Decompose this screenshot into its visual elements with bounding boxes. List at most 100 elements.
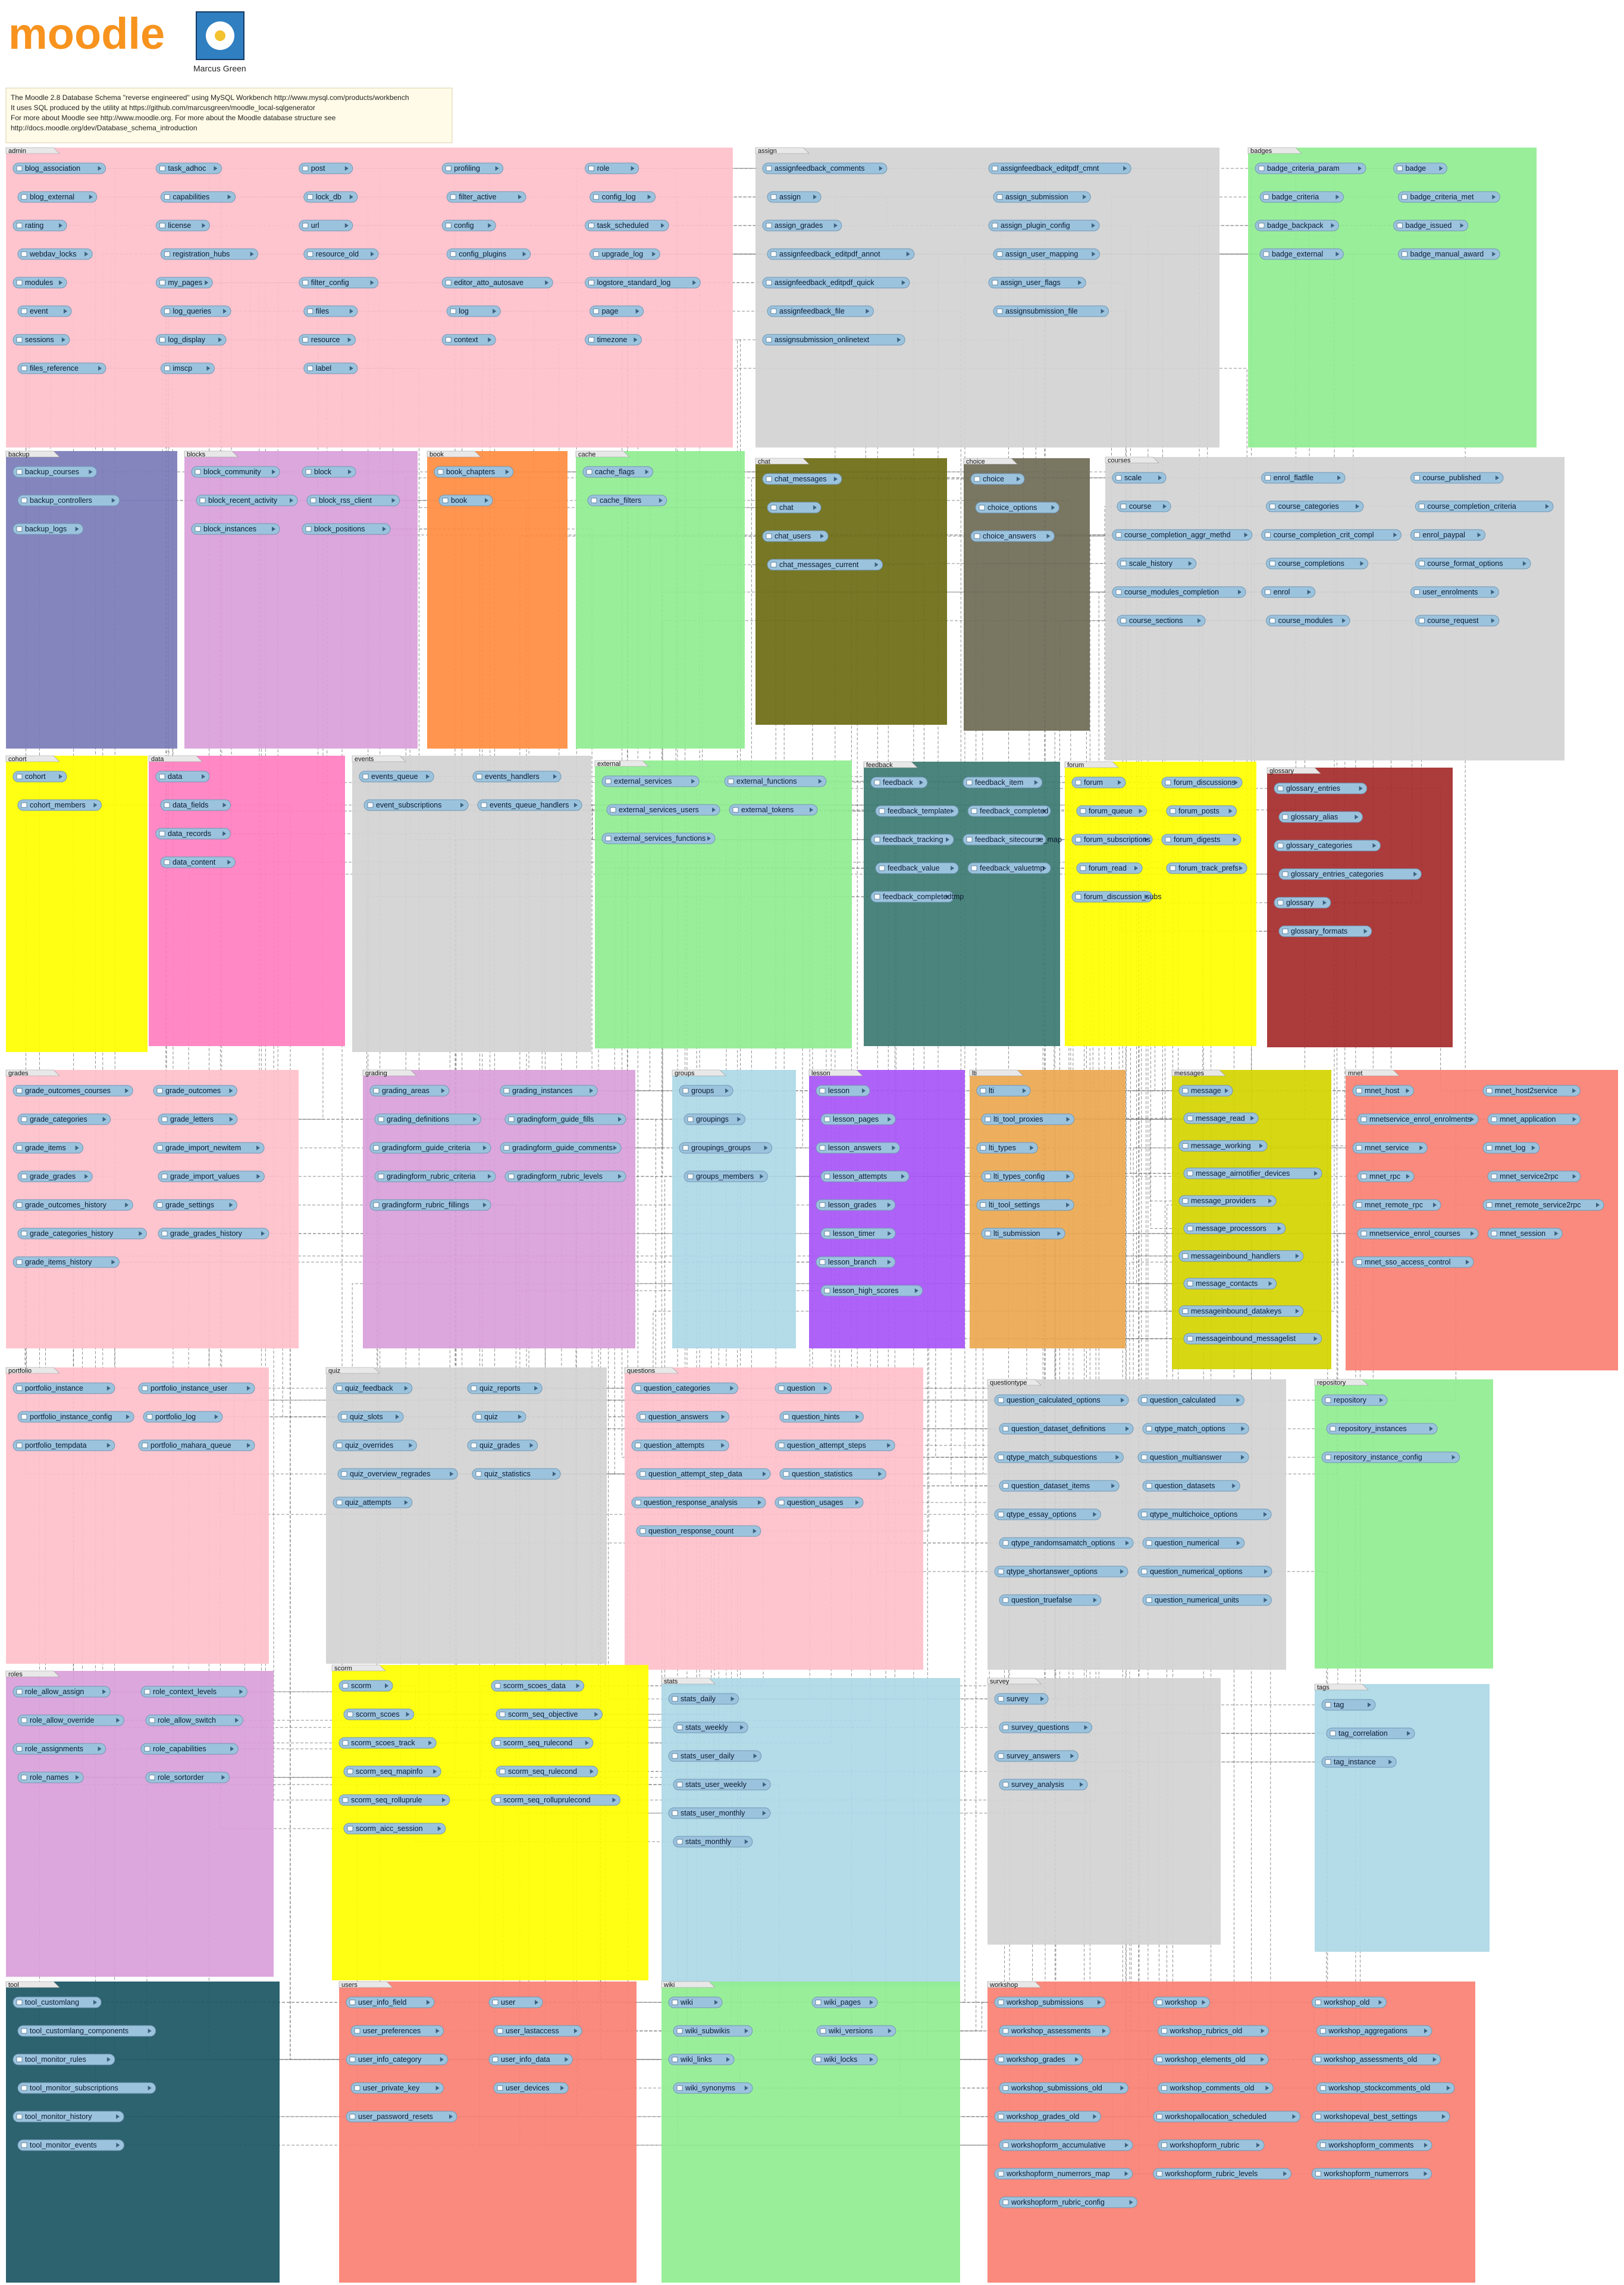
table-course-request[interactable]: course_request (1415, 615, 1500, 627)
table-wiki-synonyms[interactable]: wiki_synonyms (673, 2082, 753, 2094)
expand-arrow-icon[interactable] (692, 280, 697, 285)
expand-arrow-icon[interactable] (488, 1174, 491, 1179)
table-user-devices[interactable]: user_devices (493, 2082, 569, 2094)
table-pill[interactable] (994, 2054, 1083, 2065)
table-lesson-high-scores[interactable]: lesson_high_scores (820, 1285, 923, 1297)
table-assignfeedback-editpdf-annot[interactable]: assignfeedback_editpdf_annot (767, 248, 915, 260)
table-pill[interactable] (993, 248, 1100, 260)
table-pill[interactable] (496, 1708, 603, 1720)
expand-arrow-icon[interactable] (1419, 1145, 1424, 1150)
expand-arrow-icon[interactable] (823, 1386, 827, 1391)
table-pill[interactable] (585, 220, 669, 231)
expand-arrow-icon[interactable] (1234, 780, 1238, 785)
table-pill[interactable] (590, 305, 644, 317)
expand-arrow-icon[interactable] (106, 1443, 111, 1448)
expand-arrow-icon[interactable] (1363, 929, 1368, 934)
table-scorm[interactable]: scorm (338, 1680, 393, 1692)
table-question-numerical-units[interactable]: question_numerical_units (1142, 1594, 1272, 1606)
table-mnet-service[interactable]: mnet_service (1352, 1142, 1428, 1154)
expand-arrow-icon[interactable] (737, 1117, 741, 1122)
expand-arrow-icon[interactable] (1283, 2171, 1287, 2176)
table-pill[interactable] (636, 1411, 730, 1423)
expand-arrow-icon[interactable] (1118, 780, 1121, 785)
expand-arrow-icon[interactable] (874, 562, 879, 567)
table-feedback-item[interactable]: feedback_item (963, 777, 1043, 788)
table-badge[interactable]: badge (1393, 162, 1447, 174)
expand-arrow-icon[interactable] (1466, 1260, 1469, 1264)
table-quiz-grades[interactable]: quiz_grades (467, 1439, 538, 1451)
table-pill[interactable] (636, 1525, 761, 1537)
expand-arrow-icon[interactable] (645, 469, 649, 474)
expand-arrow-icon[interactable] (148, 2086, 152, 2090)
table-pill[interactable] (1178, 1140, 1268, 1152)
expand-arrow-icon[interactable] (106, 1386, 111, 1391)
table-pill[interactable] (606, 804, 720, 816)
table-user[interactable]: user (488, 1996, 543, 2008)
table-stats-user-weekly[interactable]: stats_user_weekly (673, 1779, 771, 1791)
expand-arrow-icon[interactable] (250, 252, 254, 256)
expand-arrow-icon[interactable] (125, 1203, 129, 1207)
table-pill[interactable] (12, 466, 97, 478)
table-pill[interactable] (441, 162, 504, 174)
table-badge-criteria[interactable]: badge_criteria (1259, 191, 1344, 203)
expand-arrow-icon[interactable] (218, 337, 222, 342)
table-badge-issued[interactable]: badge_issued (1393, 220, 1469, 231)
table-log-queries[interactable]: log_queries (160, 305, 231, 317)
table-filter-config[interactable]: filter_config (299, 277, 379, 289)
expand-arrow-icon[interactable] (126, 1414, 130, 1419)
table-pill[interactable] (1326, 1423, 1438, 1435)
expand-arrow-icon[interactable] (409, 1443, 413, 1448)
expand-arrow-icon[interactable] (256, 1174, 261, 1179)
table-pill[interactable] (374, 1113, 481, 1125)
table-qtype-match-subquestions[interactable]: qtype_match_subquestions (994, 1451, 1124, 1463)
table-qtype-randomsamatch-options[interactable]: qtype_randomsamatch_options (999, 1537, 1134, 1549)
table-pill[interactable] (1117, 500, 1171, 512)
table-pill[interactable] (17, 362, 106, 374)
table-pill[interactable] (993, 305, 1109, 317)
table-pill[interactable] (1183, 1333, 1322, 1345)
expand-arrow-icon[interactable] (495, 166, 499, 171)
table-workshopform-rubric-levels[interactable]: workshopform_rubric_levels (1153, 2168, 1291, 2180)
table-chat-messages[interactable]: chat_messages (762, 473, 842, 485)
expand-arrow-icon[interactable] (946, 837, 949, 842)
expand-arrow-icon[interactable] (888, 2029, 892, 2033)
table-pill[interactable] (601, 775, 700, 787)
table-pill[interactable] (343, 1823, 446, 1835)
table-pill[interactable] (1352, 1085, 1414, 1097)
expand-arrow-icon[interactable] (1125, 2143, 1128, 2148)
table-course-format-options[interactable]: course_format_options (1415, 558, 1531, 569)
expand-arrow-icon[interactable] (116, 2114, 120, 2119)
table-question-calculated-options[interactable]: question_calculated_options (994, 1394, 1129, 1406)
table-grade-items-history[interactable]: grade_items_history (12, 1256, 120, 1268)
table-pill[interactable] (767, 191, 822, 203)
expand-arrow-icon[interactable] (116, 2143, 120, 2148)
table-pill[interactable] (350, 2082, 444, 2094)
table-feedback-template[interactable]: feedback_template (875, 805, 959, 817)
table-pill[interactable] (994, 1750, 1079, 1762)
table-block[interactable]: block (302, 466, 356, 478)
table-pill[interactable] (870, 834, 954, 846)
table-resource-old[interactable]: resource_old (303, 248, 379, 260)
table-pill[interactable] (994, 1996, 1106, 2008)
table-pill[interactable] (369, 1142, 491, 1154)
expand-arrow-icon[interactable] (1477, 533, 1481, 537)
table-scorm-seq-rolluprulecond[interactable]: scorm_seq_rolluprulecond (491, 1794, 620, 1806)
table-data[interactable]: data (155, 771, 210, 782)
table-workshop-comments-old[interactable]: workshop_comments_old (1158, 2082, 1274, 2094)
table-gradingform-guide-fills[interactable]: gradingform_guide_fills (504, 1113, 626, 1125)
expand-arrow-icon[interactable] (98, 366, 102, 371)
table-mnet-application[interactable]: mnet_application (1487, 1113, 1581, 1125)
table-pill[interactable] (631, 1382, 738, 1394)
table-pill[interactable] (1415, 558, 1531, 569)
expand-arrow-icon[interactable] (730, 1386, 734, 1391)
table-course-sections[interactable]: course_sections (1117, 615, 1206, 627)
table-backup-logs[interactable]: backup_logs (12, 523, 84, 535)
table-pill[interactable] (587, 494, 667, 506)
expand-arrow-icon[interactable] (1158, 475, 1162, 480)
expand-arrow-icon[interactable] (594, 1712, 598, 1717)
table-pill[interactable] (12, 1686, 111, 1698)
table-block-community[interactable]: block_community (191, 466, 280, 478)
table-assign-grades[interactable]: assign_grades (762, 220, 842, 231)
table-pill[interactable] (1398, 248, 1500, 260)
table-pill[interactable] (673, 2082, 753, 2094)
